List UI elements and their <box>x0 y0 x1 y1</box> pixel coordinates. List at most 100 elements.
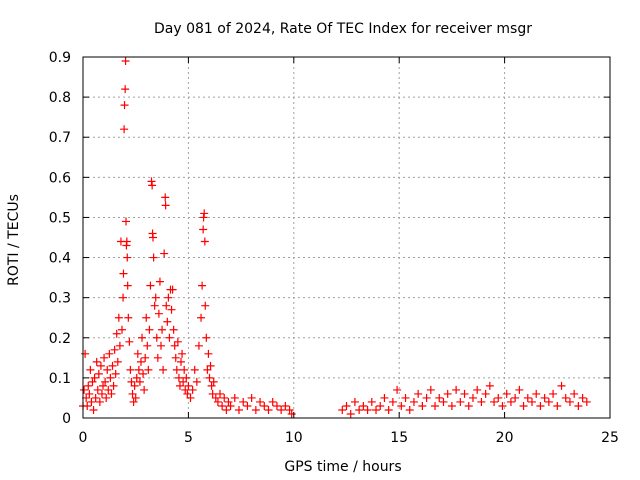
data-point <box>83 401 92 410</box>
data-point <box>88 377 97 386</box>
data-point <box>384 405 393 414</box>
data-point <box>540 393 549 402</box>
data-point <box>86 365 95 374</box>
data-point <box>216 389 225 398</box>
data-point <box>222 405 231 414</box>
y-tick-label: 0.3 <box>49 291 71 307</box>
data-point <box>150 301 159 310</box>
data-point <box>142 313 151 322</box>
y-tick-label: 0.4 <box>49 251 71 267</box>
data-point <box>183 389 192 398</box>
plot-frame <box>82 56 611 419</box>
data-point <box>156 341 165 350</box>
data-point <box>109 381 118 390</box>
data-point <box>124 313 133 322</box>
data-point <box>151 293 160 302</box>
data-point <box>570 389 579 398</box>
data-point <box>122 217 131 226</box>
data-point <box>199 225 208 234</box>
data-point <box>281 401 290 410</box>
data-point <box>574 401 583 410</box>
data-point <box>230 393 239 402</box>
data-point <box>159 365 168 374</box>
data-point <box>179 377 188 386</box>
data-point <box>162 301 171 310</box>
data-point <box>388 397 397 406</box>
data-point <box>355 405 364 414</box>
data-point <box>154 309 163 318</box>
data-point <box>515 385 524 394</box>
data-point <box>132 373 141 382</box>
data-point <box>397 401 406 410</box>
x-axis-ticks: 0 5 10 15 20 25 <box>79 57 619 446</box>
data-point <box>97 389 106 398</box>
data-point <box>490 397 499 406</box>
data-point <box>456 397 465 406</box>
data-point <box>452 385 461 394</box>
data-point <box>152 333 161 342</box>
data-point <box>158 325 167 334</box>
x-tick-label: 10 <box>285 430 303 446</box>
data-point <box>439 397 448 406</box>
y-axis-label: ROTI / TECUs <box>6 194 22 286</box>
data-point <box>203 365 212 374</box>
data-point <box>167 305 176 314</box>
data-point <box>117 325 126 334</box>
data-point <box>146 281 155 290</box>
data-point <box>498 401 507 410</box>
data-point <box>338 405 347 414</box>
data-point <box>180 365 189 374</box>
data-point <box>133 349 142 358</box>
data-point <box>141 353 150 362</box>
data-point <box>251 405 260 414</box>
data-point <box>528 397 537 406</box>
data-point <box>239 397 248 406</box>
data-point <box>256 397 265 406</box>
data-point <box>414 389 423 398</box>
data-point <box>380 393 389 402</box>
data-point <box>153 353 162 362</box>
data-point <box>140 385 149 394</box>
data-point <box>422 393 431 402</box>
data-point <box>177 357 186 366</box>
data-point <box>447 401 456 410</box>
data-point <box>113 357 122 366</box>
data-point <box>160 249 169 258</box>
data-point <box>342 401 351 410</box>
data-point <box>175 381 184 390</box>
data-point <box>178 349 187 358</box>
data-point <box>145 325 154 334</box>
data-point <box>168 285 177 294</box>
data-point <box>101 377 110 386</box>
data-point <box>106 373 115 382</box>
data-point <box>122 237 131 246</box>
data-point <box>209 377 218 386</box>
data-point <box>92 357 101 366</box>
data-point <box>506 397 515 406</box>
data-point <box>136 357 145 366</box>
data-point <box>198 281 207 290</box>
data-point <box>125 337 134 346</box>
data-point <box>115 341 124 350</box>
data-point <box>95 397 104 406</box>
data-point <box>112 329 121 338</box>
data-point <box>220 393 229 402</box>
data-point <box>532 389 541 398</box>
x-tick-label: 25 <box>601 430 619 446</box>
data-point <box>511 393 520 402</box>
y-tick-label: 0.8 <box>49 90 71 106</box>
data-point <box>99 381 108 390</box>
data-point <box>163 317 172 326</box>
data-point <box>128 389 137 398</box>
data-point <box>81 349 90 358</box>
data-points <box>79 57 591 418</box>
data-point <box>549 389 558 398</box>
data-point <box>164 293 173 302</box>
data-point <box>121 57 130 66</box>
data-point <box>536 401 545 410</box>
data-point <box>260 401 269 410</box>
data-point <box>84 381 93 390</box>
data-point <box>346 409 355 418</box>
data-point <box>161 193 170 202</box>
data-point <box>194 341 203 350</box>
